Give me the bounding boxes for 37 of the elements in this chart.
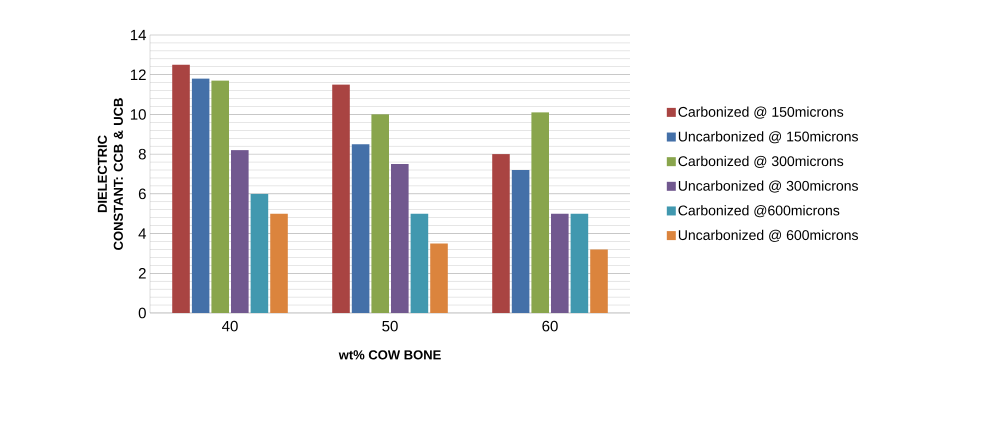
x-axis-title: wt% COW BONE bbox=[338, 350, 441, 360]
y-tick-label: 2 bbox=[138, 268, 146, 279]
legend-label: Carbonized @ 150microns bbox=[678, 106, 844, 119]
y-tick-label: 10 bbox=[130, 109, 146, 120]
bar bbox=[531, 112, 549, 313]
legend-label: Uncarbonized @ 300microns bbox=[678, 180, 858, 193]
y-tick-label: 4 bbox=[138, 228, 146, 239]
x-tick-label: 50 bbox=[382, 320, 398, 332]
bar bbox=[512, 170, 530, 313]
bar bbox=[192, 78, 210, 313]
bar bbox=[430, 243, 448, 313]
bar bbox=[371, 114, 390, 313]
y-tick-label: 8 bbox=[138, 148, 146, 160]
y-tick-label: 6 bbox=[138, 188, 146, 200]
bar bbox=[590, 249, 608, 313]
bar bbox=[250, 194, 268, 313]
legend-label: Uncarbonized @ 150microns bbox=[678, 131, 858, 144]
y-tick-label: 0 bbox=[138, 308, 146, 318]
y-tick-label: 14 bbox=[130, 30, 146, 40]
legend-label: Carbonized @ 300microns bbox=[678, 156, 844, 168]
bar bbox=[352, 144, 370, 313]
x-tick-label: 40 bbox=[222, 320, 238, 332]
bar bbox=[492, 154, 510, 313]
bar bbox=[211, 80, 230, 313]
x-tick-label: 60 bbox=[542, 320, 558, 332]
bar bbox=[270, 214, 288, 313]
y-tick-label: 12 bbox=[130, 69, 146, 80]
bar bbox=[231, 150, 249, 313]
bar bbox=[332, 84, 350, 313]
y-axis-title: DIELECTRIC CONSTANT: CCB & UCB bbox=[98, 98, 123, 250]
bar bbox=[410, 214, 428, 313]
bar bbox=[570, 214, 588, 313]
bar bbox=[172, 64, 190, 313]
legend-label: Carbonized @600microns bbox=[678, 205, 840, 218]
bar bbox=[391, 164, 409, 313]
bar bbox=[551, 214, 569, 313]
legend-label: Uncarbonized @ 600microns bbox=[678, 230, 858, 242]
